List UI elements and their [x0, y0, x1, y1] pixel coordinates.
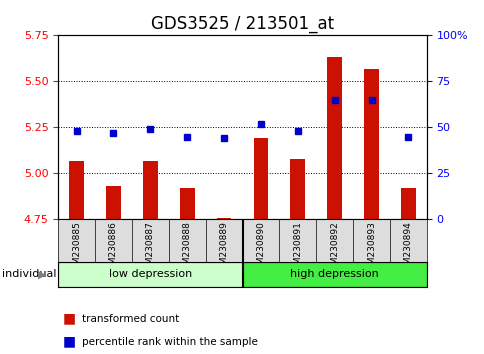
Text: GSM230887: GSM230887	[146, 222, 154, 276]
Text: GSM230885: GSM230885	[72, 222, 81, 276]
Text: low depression: low depression	[108, 269, 192, 279]
Bar	[58, 262, 242, 287]
Text: high depression: high depression	[290, 269, 378, 279]
Text: ■: ■	[63, 335, 76, 349]
Text: GSM230893: GSM230893	[366, 222, 375, 276]
Text: percentile rank within the sample: percentile rank within the sample	[82, 337, 258, 347]
Bar	[363, 69, 378, 219]
Text: ■: ■	[63, 312, 76, 326]
Text: GSM230889: GSM230889	[219, 222, 228, 276]
Bar	[106, 186, 121, 219]
Bar	[69, 161, 84, 219]
Text: ▶: ▶	[38, 269, 47, 279]
Text: GSM230894: GSM230894	[403, 222, 412, 276]
Text: individual: individual	[2, 269, 57, 279]
Text: transformed count: transformed count	[82, 314, 180, 324]
Bar	[400, 188, 415, 219]
Bar	[180, 188, 194, 219]
Bar	[253, 138, 268, 219]
Text: GSM230891: GSM230891	[293, 222, 302, 276]
Text: GSM230892: GSM230892	[330, 222, 338, 276]
Bar	[143, 161, 157, 219]
Bar	[216, 218, 231, 219]
Bar	[242, 262, 426, 287]
Bar	[290, 159, 304, 219]
Text: GSM230888: GSM230888	[182, 222, 191, 276]
Text: GSM230890: GSM230890	[256, 222, 265, 276]
Text: GSM230886: GSM230886	[109, 222, 118, 276]
Bar	[327, 57, 341, 219]
Title: GDS3525 / 213501_at: GDS3525 / 213501_at	[151, 15, 333, 33]
